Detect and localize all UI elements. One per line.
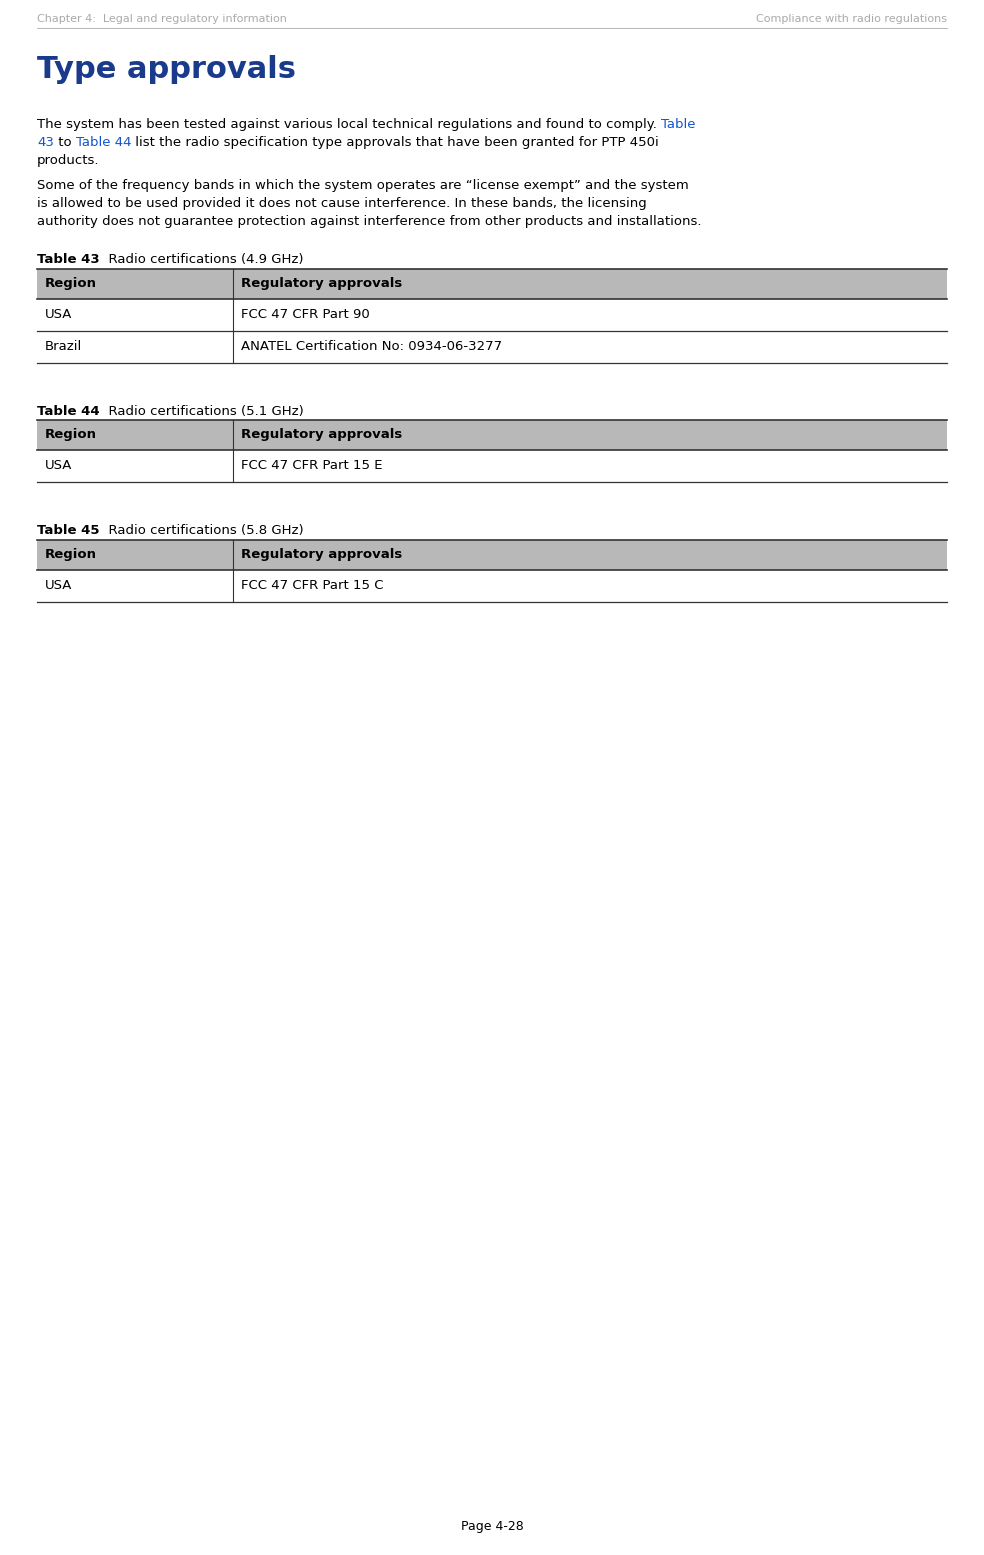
Text: Table 44: Table 44: [37, 404, 99, 418]
Text: Table 43: Table 43: [37, 253, 99, 266]
Text: FCC 47 CFR Part 90: FCC 47 CFR Part 90: [241, 308, 369, 320]
Text: Regulatory approvals: Regulatory approvals: [241, 277, 401, 289]
Text: Regulatory approvals: Regulatory approvals: [241, 547, 401, 561]
Text: Page 4-28: Page 4-28: [461, 1519, 523, 1533]
Text: Type approvals: Type approvals: [37, 54, 296, 84]
Bar: [37, 331, 947, 362]
Text: 43: 43: [37, 135, 54, 149]
Text: Region: Region: [45, 277, 97, 289]
Text: authority does not guarantee protection against interference from other products: authority does not guarantee protection …: [37, 215, 702, 229]
Bar: [37, 451, 947, 482]
Text: is allowed to be used provided it does not cause interference. In these bands, t: is allowed to be used provided it does n…: [37, 197, 646, 210]
Text: Table 44: Table 44: [76, 135, 131, 149]
Text: FCC 47 CFR Part 15 E: FCC 47 CFR Part 15 E: [241, 459, 382, 473]
Text: Some of the frequency bands in which the system operates are “license exempt” an: Some of the frequency bands in which the…: [37, 179, 689, 193]
Text: USA: USA: [45, 308, 73, 320]
Text: USA: USA: [45, 459, 73, 473]
Bar: [37, 569, 947, 602]
Text: The system has been tested against various local technical regulations and found: The system has been tested against vario…: [37, 118, 661, 131]
Bar: [37, 299, 947, 331]
Bar: [37, 269, 947, 299]
Bar: [37, 540, 947, 569]
Text: ANATEL Certification No: 0934-06-3277: ANATEL Certification No: 0934-06-3277: [241, 339, 502, 353]
Text: Table 45: Table 45: [37, 524, 99, 536]
Text: USA: USA: [45, 578, 73, 592]
Bar: [37, 420, 947, 451]
Text: Compliance with radio regulations: Compliance with radio regulations: [756, 14, 947, 23]
Text: products.: products.: [37, 154, 99, 166]
Text: Regulatory approvals: Regulatory approvals: [241, 428, 401, 442]
Text: Chapter 4:  Legal and regulatory information: Chapter 4: Legal and regulatory informat…: [37, 14, 287, 23]
Text: Region: Region: [45, 428, 97, 442]
Text: Radio certifications (5.8 GHz): Radio certifications (5.8 GHz): [99, 524, 303, 536]
Text: Table: Table: [661, 118, 696, 131]
Text: FCC 47 CFR Part 15 C: FCC 47 CFR Part 15 C: [241, 578, 383, 592]
Text: list the radio specification type approvals that have been granted for PTP 450i: list the radio specification type approv…: [131, 135, 659, 149]
Text: Radio certifications (4.9 GHz): Radio certifications (4.9 GHz): [99, 253, 303, 266]
Text: Brazil: Brazil: [45, 339, 83, 353]
Text: to: to: [54, 135, 76, 149]
Text: Radio certifications (5.1 GHz): Radio certifications (5.1 GHz): [99, 404, 303, 418]
Text: Region: Region: [45, 547, 97, 561]
